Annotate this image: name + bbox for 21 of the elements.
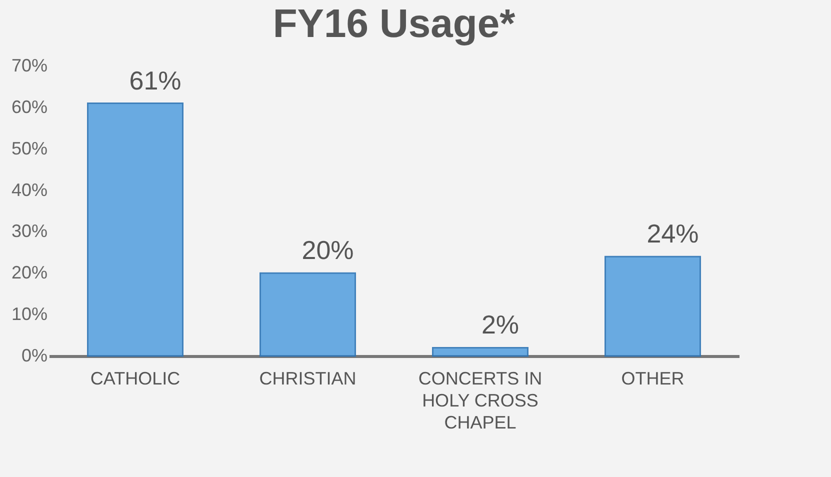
y-tick-label: 10% [11, 304, 48, 324]
chart-title: FY16 Usage* [272, 2, 516, 46]
x-tick-label: CATHOLIC [90, 368, 180, 388]
data-label: 20% [302, 235, 354, 266]
y-tick-label: 70% [11, 56, 48, 76]
x-tick-label: OTHER [621, 368, 684, 388]
data-label: 61% [129, 65, 182, 96]
bar [604, 256, 701, 357]
y-tick-label: 50% [11, 138, 48, 158]
data-label: 24% [646, 218, 699, 249]
bar [432, 346, 528, 357]
x-tick-label: CHRISTIAN [259, 368, 356, 388]
bar [260, 272, 356, 357]
bar [87, 102, 184, 357]
x-tick-label: CONCERTS IN HOLY CROSS CHAPEL [418, 368, 542, 432]
y-tick-label: 30% [11, 221, 48, 242]
y-tick-label: 0% [21, 346, 48, 366]
y-tick-label: 60% [11, 96, 48, 117]
y-tick-label: 40% [11, 180, 48, 200]
y-tick-label: 20% [11, 262, 48, 283]
data-label: 2% [481, 310, 520, 340]
